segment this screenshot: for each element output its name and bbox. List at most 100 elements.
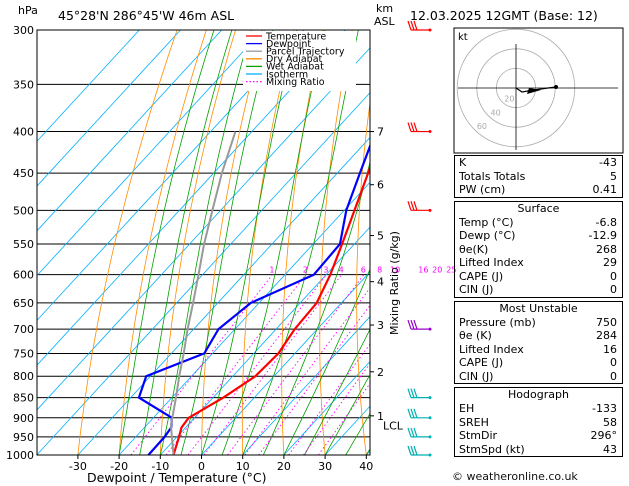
mixing-ratio-label: 1 [269, 266, 274, 275]
wind-barb-flag [411, 409, 414, 418]
table-row: Dewp (°C) -12.9 [455, 229, 622, 243]
km-tick-label: 2 [377, 366, 384, 379]
table-row: CIN (J) 0 [455, 370, 622, 384]
isotherm-line [0, 30, 263, 455]
pressure-tick-label: 850 [13, 392, 34, 405]
mixing-ratio-label: 3 [323, 266, 328, 275]
wind-barb-flag [411, 428, 414, 437]
wind-barb-flag [408, 201, 411, 210]
wind-barb-flag [411, 446, 414, 455]
pressure-tick-label: 950 [13, 431, 34, 444]
row-label: Temp (°C) [459, 216, 514, 230]
mixing-ratio-axis-title: Mixing Ratio (g/kg) [388, 231, 401, 335]
wind-barb-dot [429, 328, 432, 331]
hodo-rows: EH -133 SREH 58 StmDir 296° StmSpd (kt) 43 [455, 402, 622, 456]
mixing-ratio-line [245, 275, 380, 455]
wet-adiabat [140, 30, 232, 455]
wind-barb-dot [429, 209, 432, 212]
wet-adiabat [160, 30, 251, 455]
km-tick-label: 6 [377, 179, 384, 192]
surface-title: Surface [455, 202, 622, 216]
wind-barb-flag [414, 123, 417, 132]
hpa-label: hPa [18, 4, 38, 17]
wind-barb-flag [414, 446, 417, 455]
hodograph-end-dot [554, 85, 558, 89]
wind-barb-flag [411, 201, 414, 210]
row-value: 29 [603, 256, 617, 270]
row-value: 58 [603, 416, 617, 430]
wind-barb-flag [408, 446, 411, 455]
wind-barb-dot [429, 130, 432, 133]
pressure-tick-label: 800 [13, 370, 34, 383]
row-value: 750 [596, 316, 617, 330]
table-row: CIN (J) 0 [455, 283, 622, 297]
legend-entry-label: Mixing Ratio [266, 77, 325, 88]
wind-barb-flag [408, 123, 411, 132]
indices-table: K -43 Totals Totals 5 PW (cm) 0.41 Surface Te… [454, 155, 623, 460]
row-value: 16 [603, 343, 617, 357]
table-row: Lifted Index 16 [455, 343, 622, 357]
wind-barb-flag [411, 123, 414, 132]
row-label: CAPE (J) [459, 356, 503, 370]
wind-barb-flag [414, 389, 417, 398]
km-tick-label: 4 [377, 276, 384, 289]
row-value: -133 [592, 402, 617, 416]
pressure-tick-label: 550 [13, 238, 34, 251]
table-row: Temp (°C) -6.8 [455, 216, 622, 230]
row-label: Lifted Index [459, 256, 524, 270]
isotherm-line [0, 30, 304, 455]
stats-rows: K -43 Totals Totals 5 PW (cm) 0.41 [455, 156, 622, 197]
mixing-ratio-line [204, 275, 342, 455]
pressure-tick-label: 500 [13, 204, 34, 217]
table-row: StmSpd (kt) 43 [455, 443, 622, 457]
km-label: km [376, 2, 393, 15]
unstable-rows: Pressure (mb) 750 θe (K) 284 Lifted Index 16 C… [455, 316, 622, 384]
pressure-tick-label: 350 [13, 78, 34, 91]
row-label: Totals Totals [459, 170, 525, 184]
isotherm-line [0, 30, 387, 455]
x-axis-title: Dewpoint / Temperature (°C) [87, 470, 266, 485]
dry-adiabat [160, 30, 235, 455]
row-value: 284 [596, 329, 617, 343]
table-row: θe(K) 268 [455, 243, 622, 257]
mixing-ratio-label: 8 [377, 266, 382, 275]
row-value: -43 [599, 156, 617, 170]
temp-tick-label: -30 [69, 460, 87, 473]
credit-text: © weatheronline.co.uk [452, 470, 578, 483]
row-value: 0 [610, 283, 617, 297]
hodograph-ring-label: 40 [491, 108, 501, 117]
row-label: Dewp (°C) [459, 229, 515, 243]
wet-adiabat [284, 30, 446, 455]
row-label: CIN (J) [459, 370, 493, 384]
table-row: θe (K) 284 [455, 329, 622, 343]
temp-tick-label: 20 [277, 460, 291, 473]
row-label: Pressure (mb) [459, 316, 536, 330]
row-label: PW (cm) [459, 183, 505, 197]
table-row: Pressure (mb) 750 [455, 316, 622, 330]
pressure-tick-label: 750 [13, 347, 34, 360]
mixing-ratio-line [228, 275, 364, 455]
wind-barb-flag [414, 201, 417, 210]
wind-barb-flag [411, 389, 414, 398]
temp-tick-label: 30 [318, 460, 332, 473]
row-label: EH [459, 402, 474, 416]
mixing-ratio-label: 16 [418, 266, 428, 275]
mixing-ratio-line [303, 275, 435, 455]
wind-barb-flag [414, 428, 417, 437]
hodograph-ring-label: 60 [477, 122, 487, 131]
isotherm-line [0, 30, 345, 455]
asl-label: ASL [374, 15, 396, 28]
pressure-tick-label: 1000 [6, 449, 34, 462]
stats-box: K -43 Totals Totals 5 PW (cm) 0.41 [454, 155, 623, 198]
mixing-ratio-label: 6 [361, 266, 366, 275]
row-label: K [459, 156, 466, 170]
pressure-tick-label: 700 [13, 323, 34, 336]
wind-barb-flag [414, 320, 417, 329]
row-value: 0.41 [593, 183, 618, 197]
wind-barb-flag [408, 428, 411, 437]
row-value: 296° [591, 429, 618, 443]
table-row: CAPE (J) 0 [455, 270, 622, 284]
wet-adiabat [119, 30, 214, 455]
row-value: 268 [596, 243, 617, 257]
